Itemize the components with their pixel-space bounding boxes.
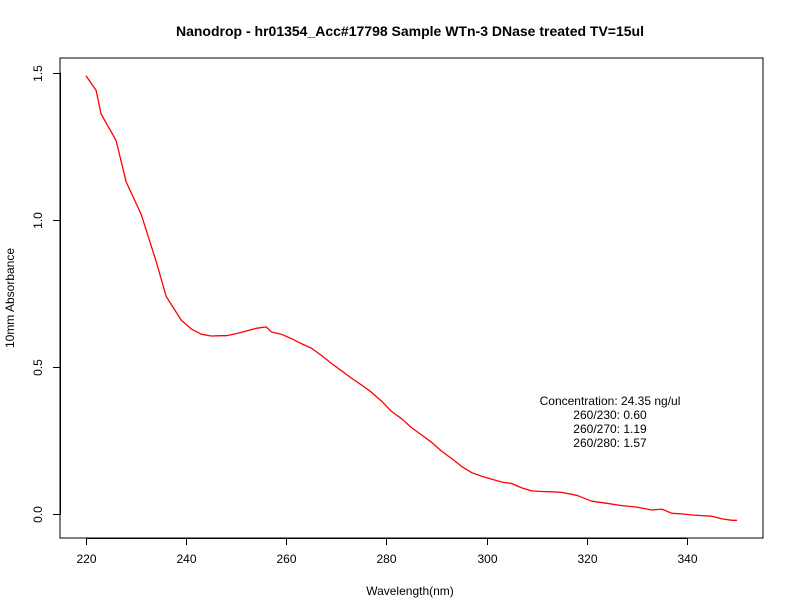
x-tick-label: 260 [276,552,296,566]
annotation-concentration: Concentration: 24.35 ng/ul [540,394,681,408]
x-axis: 220 240 260 280 300 320 340 [76,538,698,566]
absorbance-series-line [85,75,737,521]
y-axis-label: 10mm Absorbance [3,248,17,348]
annotations: Concentration: 24.35 ng/ul 260/230: 0.60… [540,394,681,450]
x-tick-label: 280 [376,552,396,566]
y-tick-label: 1.0 [31,212,45,229]
annotation-ratio-260-230: 260/230: 0.60 [573,408,647,422]
x-axis-label: Wavelength(nm) [366,584,454,598]
y-tick-label: 0.0 [31,506,45,523]
y-tick-label: 0.5 [31,359,45,376]
y-tick-label: 1.5 [31,65,45,82]
x-tick-label: 240 [176,552,196,566]
annotation-ratio-260-270: 260/270: 1.19 [573,422,647,436]
x-tick-label: 220 [76,552,96,566]
x-tick-label: 340 [677,552,697,566]
x-tick-label: 300 [477,552,497,566]
x-tick-label: 320 [577,552,597,566]
chart-title: Nanodrop - hr01354_Acc#17798 Sample WTn-… [176,23,644,39]
series-group [85,75,737,521]
annotation-ratio-260-280: 260/280: 1.57 [573,436,647,450]
plot-area [59,57,764,539]
y-axis: 0.0 0.5 1.0 1.5 [31,65,61,523]
